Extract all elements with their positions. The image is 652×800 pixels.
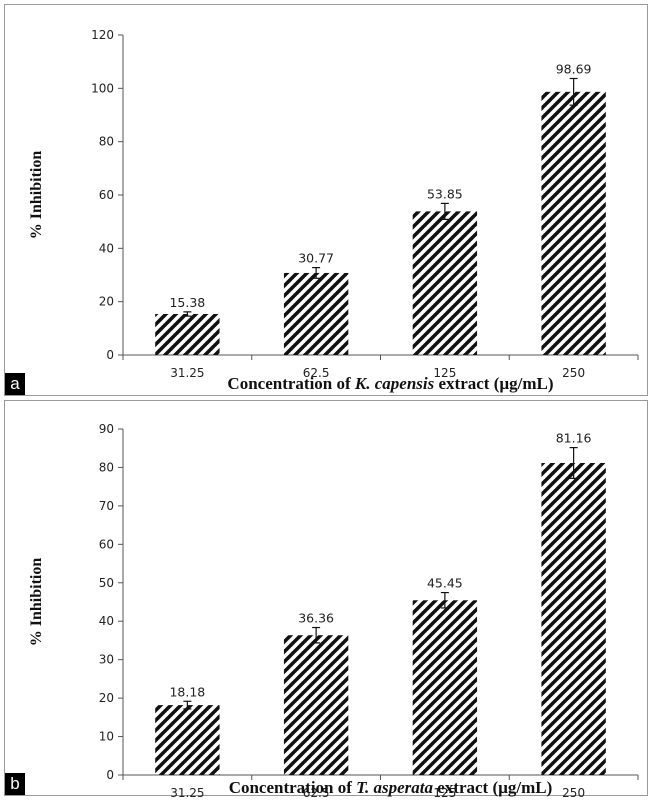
data-label: 36.36 bbox=[298, 611, 334, 626]
bar-chart-a: 0 20 40 60 80 100 120 15.38 31.25 30.77 62.5 53.85 1… bbox=[28, 28, 639, 393]
bar bbox=[155, 313, 220, 355]
data-label: 15.38 bbox=[169, 295, 205, 310]
x-axis-title: Concentration of K. capensis extract (µg… bbox=[227, 374, 553, 393]
data-label: 18.18 bbox=[169, 684, 205, 699]
y-tick-label: 100 bbox=[91, 81, 114, 95]
chart-panel-a: 0 20 40 60 80 100 120 15.38 31.25 30.77 62.5 53.85 1… bbox=[4, 4, 648, 396]
panel-label-b: b bbox=[5, 773, 25, 795]
y-axis-title: % Inhibition bbox=[28, 151, 45, 240]
bar-chart-b: 0 10 20 30 40 50 60 70 80 90 18.18 31.25 36.36 62.5 45… bbox=[28, 422, 639, 797]
bar bbox=[541, 91, 606, 356]
y-tick-label: 40 bbox=[99, 241, 114, 255]
y-tick-label: 20 bbox=[99, 691, 114, 705]
y-tick-label: 10 bbox=[99, 730, 114, 744]
y-tick-label: 80 bbox=[99, 460, 114, 474]
y-tick-label: 90 bbox=[99, 422, 114, 436]
bar bbox=[283, 272, 349, 355]
data-label: 53.85 bbox=[427, 186, 463, 201]
x-axis-title-part: K. capensis bbox=[354, 374, 435, 393]
y-tick-label: 0 bbox=[106, 768, 114, 782]
x-tick-label: 250 bbox=[562, 366, 585, 380]
x-tick-label: 250 bbox=[562, 786, 585, 797]
bar bbox=[412, 211, 478, 355]
data-label: 45.45 bbox=[427, 576, 463, 591]
panel-label-a: a bbox=[5, 373, 25, 395]
y-tick-label: 70 bbox=[99, 499, 114, 513]
x-axis-title-part: T. asperata bbox=[356, 778, 433, 797]
x-axis-title: Concentration of T. asperata extract (µg… bbox=[229, 778, 553, 797]
bar bbox=[283, 635, 349, 775]
data-label: 81.16 bbox=[556, 431, 592, 446]
y-tick-label: 60 bbox=[99, 537, 114, 551]
bar bbox=[155, 705, 220, 775]
y-tick-label: 120 bbox=[91, 28, 114, 42]
y-tick-label: 40 bbox=[99, 614, 114, 628]
chart-panel-b: 0 10 20 30 40 50 60 70 80 90 18.18 31.25 36.36 62.5 45… bbox=[4, 400, 648, 797]
x-tick-label: 125 bbox=[433, 786, 456, 797]
bar bbox=[541, 462, 606, 775]
bar bbox=[412, 600, 478, 775]
data-label: 98.69 bbox=[556, 61, 592, 76]
data-label: 30.77 bbox=[298, 251, 334, 266]
y-tick-label: 80 bbox=[99, 135, 114, 149]
x-tick-label: 31.25 bbox=[170, 786, 204, 797]
x-axis-title-part: extract (µg/mL) bbox=[433, 778, 552, 797]
x-tick-label: 125 bbox=[433, 366, 456, 380]
y-axis-title: % Inhibition bbox=[28, 558, 45, 647]
x-tick-label: 31.25 bbox=[170, 366, 204, 380]
y-tick-label: 20 bbox=[99, 295, 114, 309]
y-tick-label: 0 bbox=[106, 348, 114, 362]
y-tick-label: 60 bbox=[99, 188, 114, 202]
x-axis-title-part: Concentration of bbox=[229, 778, 356, 797]
x-tick-label: 62.5 bbox=[303, 786, 330, 797]
y-tick-label: 30 bbox=[99, 653, 114, 667]
y-tick-label: 50 bbox=[99, 576, 114, 590]
x-axis-title-part: extract (µg/mL) bbox=[434, 374, 553, 393]
x-tick-label: 62.5 bbox=[303, 366, 330, 380]
x-axis-title-part: Concentration of bbox=[227, 374, 354, 393]
